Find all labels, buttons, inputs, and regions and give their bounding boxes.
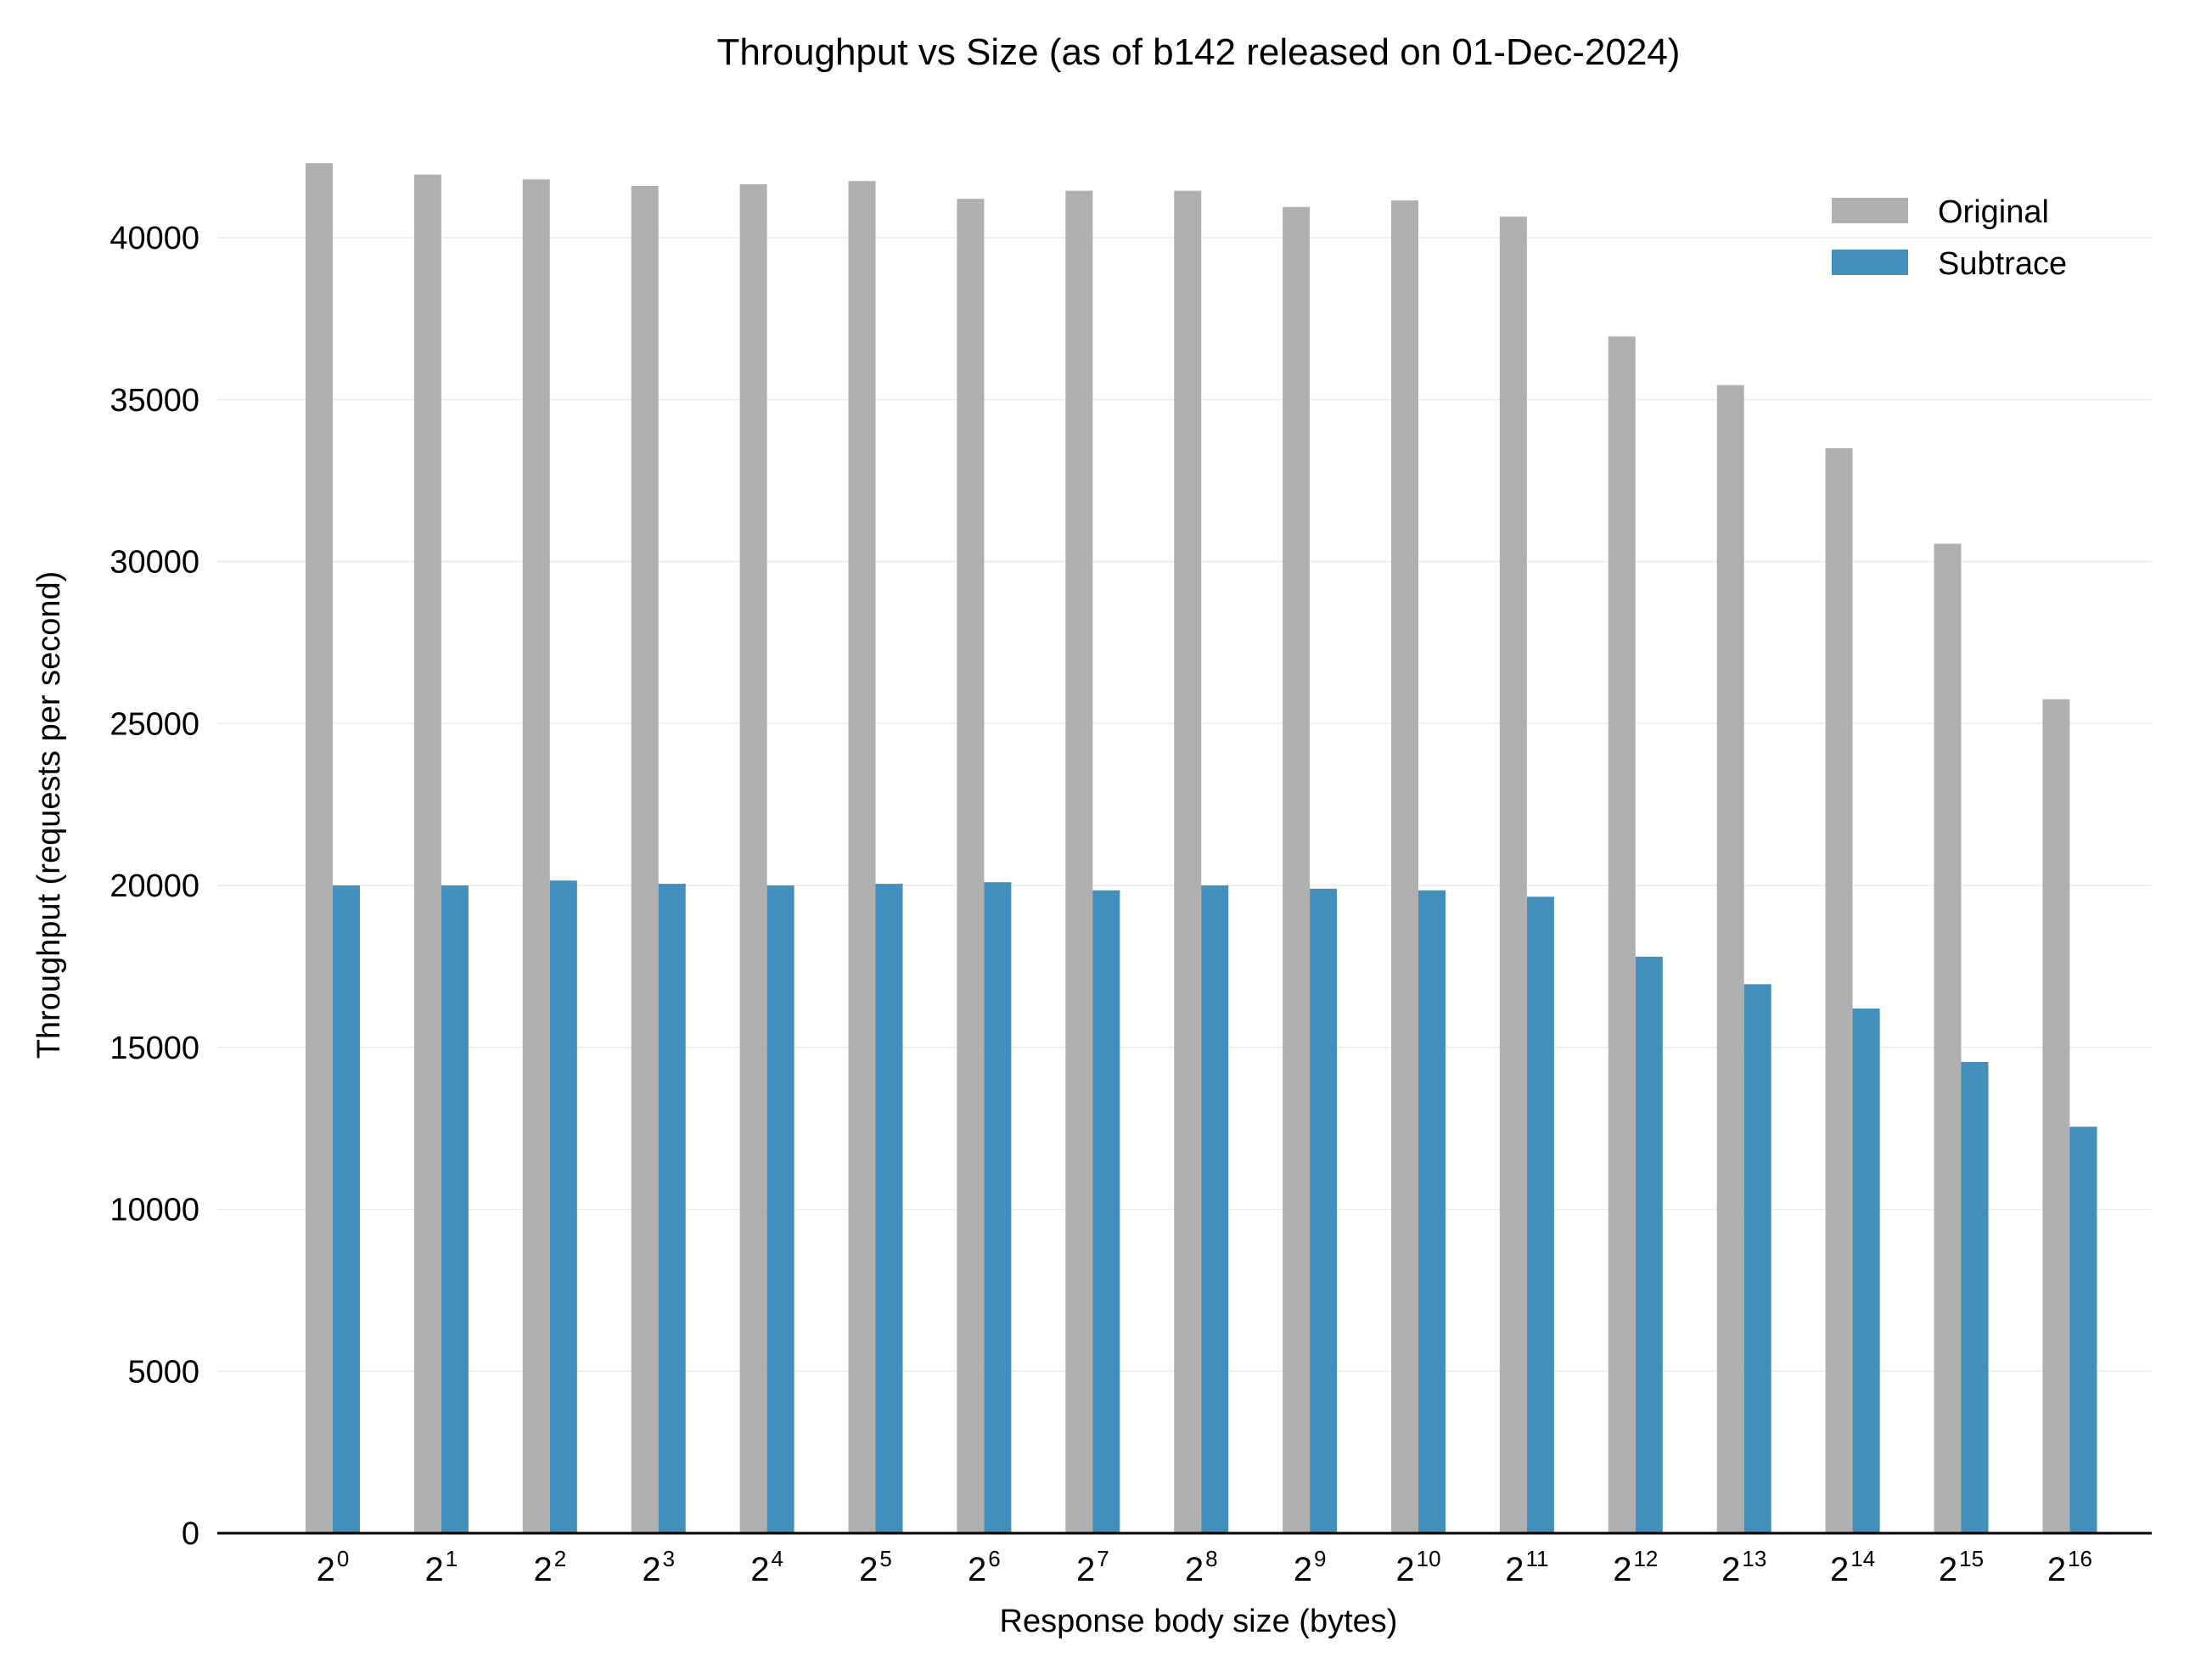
- legend-label-original: Original: [1938, 194, 2049, 230]
- bar-original: [848, 181, 876, 1533]
- x-tick-label: 210: [1395, 1546, 1440, 1588]
- bar-original: [1283, 206, 1311, 1533]
- bar-original: [957, 199, 985, 1534]
- legend-swatch-subtrace: [1832, 250, 1908, 275]
- y-axis-label: Throughput (requests per second): [31, 571, 67, 1059]
- bar-original: [2042, 699, 2070, 1533]
- bar-subtrace: [1743, 984, 1771, 1533]
- bars: [306, 163, 2097, 1534]
- x-tick-label: 215: [1939, 1546, 1984, 1588]
- bar-original: [522, 179, 550, 1534]
- chart-title: Throughput vs Size (as of b142 released …: [717, 31, 1681, 73]
- x-tick-label: 27: [1076, 1546, 1109, 1588]
- bar-original: [1391, 200, 1418, 1534]
- bar-subtrace: [441, 885, 469, 1533]
- y-axis-ticks: 0 5000 10000 15000 20000 25000 30000 35000 40000: [109, 221, 199, 1552]
- x-tick-label: 213: [1721, 1546, 1766, 1588]
- bar-subtrace: [766, 885, 794, 1533]
- legend: Original Subtrace: [1832, 194, 2067, 282]
- x-tick-label: 24: [750, 1546, 783, 1588]
- bar-original: [1065, 190, 1093, 1533]
- y-tick-label: 5000: [127, 1354, 199, 1390]
- legend-swatch-original: [1832, 198, 1908, 223]
- bar-original: [1825, 447, 1853, 1533]
- bar-original: [1716, 385, 1744, 1533]
- y-tick-label: 25000: [109, 706, 199, 742]
- y-tick-label: 0: [182, 1516, 199, 1552]
- x-tick-label: 21: [425, 1546, 458, 1588]
- y-tick-label: 40000: [109, 221, 199, 256]
- bar-original: [631, 185, 659, 1534]
- x-tick-label: 28: [1185, 1546, 1218, 1588]
- bar-subtrace: [1526, 896, 1554, 1533]
- bar-subtrace: [1961, 1061, 1989, 1533]
- bar-subtrace: [1418, 890, 1446, 1533]
- x-tick-label: 26: [968, 1546, 1001, 1588]
- bar-subtrace: [658, 884, 686, 1533]
- bar-subtrace: [1310, 888, 1338, 1533]
- x-axis-label: Response body size (bytes): [1000, 1604, 1398, 1639]
- bar-subtrace: [1201, 885, 1229, 1533]
- x-tick-label: 29: [1294, 1546, 1327, 1588]
- x-tick-label: 211: [1505, 1546, 1548, 1588]
- bar-original: [1934, 543, 1962, 1533]
- bar-original: [306, 163, 333, 1533]
- x-tick-label: 25: [859, 1546, 892, 1588]
- bar-subtrace: [1852, 1008, 1880, 1533]
- x-axis-ticks: 20 21 22 23 24 25 26 27 28 29 210 211 212 213 214 215 21…: [317, 1546, 2092, 1588]
- x-tick-label: 22: [533, 1546, 566, 1588]
- bar-subtrace: [2069, 1127, 2097, 1533]
- y-tick-label: 10000: [109, 1193, 199, 1228]
- x-tick-label: 20: [317, 1546, 350, 1588]
- bar-subtrace: [1635, 956, 1663, 1533]
- x-tick-label: 212: [1613, 1546, 1658, 1588]
- bar-subtrace: [549, 880, 577, 1533]
- y-tick-label: 20000: [109, 868, 199, 904]
- bar-subtrace: [984, 882, 1012, 1533]
- y-tick-label: 15000: [109, 1031, 199, 1066]
- bar-subtrace: [875, 884, 903, 1533]
- bar-subtrace: [333, 885, 360, 1533]
- x-tick-label: 23: [642, 1546, 675, 1588]
- legend-label-subtrace: Subtrace: [1938, 246, 2067, 282]
- y-tick-label: 30000: [109, 545, 199, 581]
- y-tick-label: 35000: [109, 383, 199, 419]
- bar-original: [1499, 216, 1527, 1533]
- bar-original: [739, 184, 767, 1534]
- x-tick-label: 216: [2047, 1546, 2092, 1588]
- bar-original: [413, 174, 441, 1533]
- bar-subtrace: [1092, 890, 1120, 1533]
- bar-original: [1174, 190, 1202, 1533]
- x-tick-label: 214: [1830, 1546, 1875, 1588]
- bar-original: [1608, 336, 1636, 1533]
